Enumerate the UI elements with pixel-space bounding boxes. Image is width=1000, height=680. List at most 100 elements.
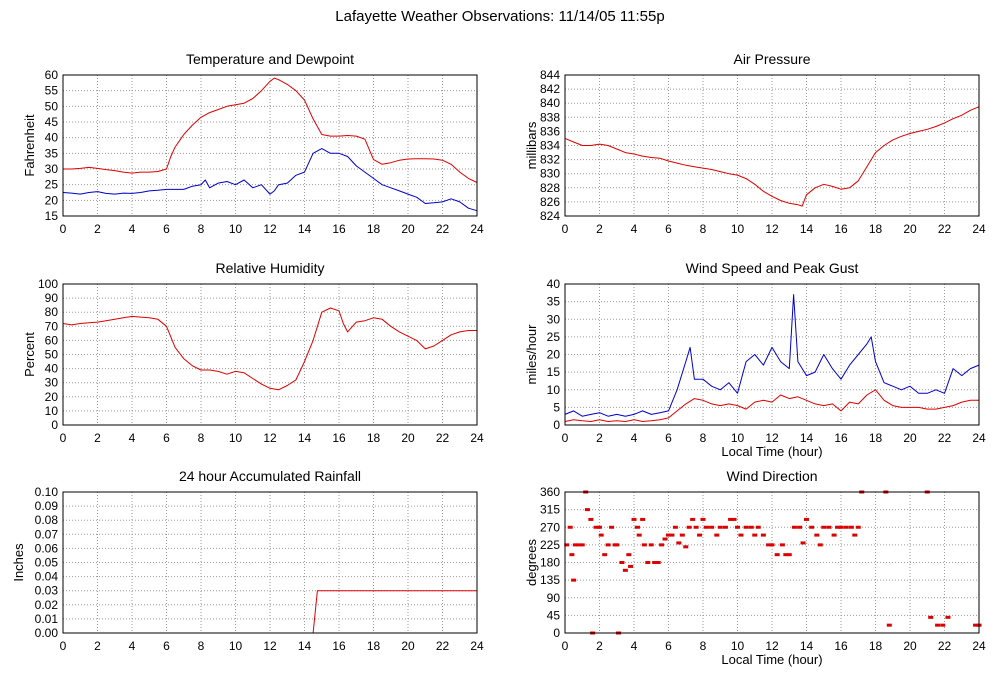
x-tick-label: 6: [665, 431, 672, 445]
x-tick-label: 14: [800, 222, 814, 236]
data-point: [652, 561, 658, 564]
data-point: [826, 525, 832, 529]
y-tick-label: 0: [553, 626, 560, 640]
y-tick-label: 180: [540, 556, 560, 570]
x-tick-label: 14: [298, 639, 312, 653]
data-point: [609, 525, 615, 529]
x-tick-label: 4: [129, 431, 136, 445]
x-tick-label: 4: [631, 639, 638, 653]
x-tick-label: 10: [731, 639, 745, 653]
data-point: [584, 508, 590, 512]
y-axis-label: Percent: [22, 332, 37, 377]
series-line-1: [62, 307, 477, 391]
x-tick-label: 0: [562, 222, 569, 236]
x-tick-label: 0: [562, 431, 569, 445]
y-tick-label: 824: [540, 209, 560, 223]
data-point: [769, 543, 775, 547]
y-tick-label: 0: [553, 418, 560, 432]
plot-frame: [564, 491, 980, 634]
data-point: [614, 543, 620, 547]
data-point: [814, 533, 820, 537]
temperature-dewpoint-chart: 0 2 4 6 8 10 12 14 16 18 20 22 241520253035404550556…: [22, 51, 484, 236]
data-point: [605, 543, 611, 547]
x-tick-label: 0: [60, 222, 67, 236]
y-tick-label: 225: [540, 538, 560, 552]
data-point: [731, 517, 737, 521]
data-point: [809, 525, 815, 529]
data-point: [817, 543, 823, 547]
x-axis-label: Local Time (hour): [721, 652, 822, 667]
data-point: [848, 525, 854, 529]
data-point: [593, 525, 599, 529]
data-point: [852, 533, 858, 537]
x-tick-label: 2: [94, 431, 101, 445]
data-point: [928, 615, 934, 619]
x-tick-label: 20: [903, 431, 917, 445]
data-point: [748, 525, 754, 529]
x-tick-label: 6: [665, 222, 672, 236]
y-tick-label: 0: [51, 418, 58, 432]
y-tick-label: 0.09: [35, 499, 59, 513]
x-tick-label: 12: [263, 639, 277, 653]
y-tick-label: 20: [547, 348, 561, 362]
data-point: [752, 533, 758, 537]
y-tick-label: 15: [45, 209, 59, 223]
x-tick-label: 24: [972, 639, 986, 653]
x-tick-label: 0: [60, 431, 67, 445]
chart-title: Temperature and Dewpoint: [186, 51, 354, 67]
data-point: [641, 543, 647, 547]
plot-frame: [564, 283, 980, 426]
x-tick-label: 10: [731, 222, 745, 236]
x-tick-label: 12: [263, 222, 277, 236]
x-tick-label: 16: [332, 639, 346, 653]
x-tick-label: 16: [332, 431, 346, 445]
chart-title: 24 hour Accumulated Rainfall: [179, 468, 361, 484]
x-tick-label: 14: [298, 222, 312, 236]
data-point: [945, 615, 951, 619]
plot-frame: [564, 74, 980, 217]
data-point: [567, 525, 573, 529]
gridlines: [63, 75, 477, 216]
x-tick-label: 12: [765, 431, 779, 445]
data-point: [838, 525, 844, 529]
y-tick-label: 360: [540, 485, 560, 499]
data-point: [717, 525, 723, 529]
x-tick-label: 10: [229, 639, 243, 653]
x-tick-label: 20: [401, 639, 415, 653]
data-point: [659, 543, 665, 547]
data-point: [843, 525, 849, 529]
data-point: [626, 553, 632, 557]
rainfall-chart: 0 2 4 6 8 10 12 14 16 18 20 22 240.000.010.020.030.0…: [11, 468, 484, 653]
y-tick-label: 80: [45, 305, 59, 319]
series-line-2: [564, 389, 979, 422]
x-tick-label: 14: [800, 639, 814, 653]
x-tick-label: 12: [263, 431, 277, 445]
x-tick-label: 24: [972, 222, 986, 236]
y-axis-label: Fahrenheit: [22, 114, 37, 177]
y-tick-label: 842: [540, 82, 560, 96]
x-tick-label: 8: [700, 431, 707, 445]
x-tick-label: 10: [229, 222, 243, 236]
page-title: Lafayette Weather Observations: 11/14/05…: [335, 8, 665, 25]
plot-frame: [62, 491, 478, 634]
y-tick-label: 40: [547, 277, 561, 291]
y-tick-label: 828: [540, 181, 560, 195]
y-tick-label: 10: [45, 404, 59, 418]
x-tick-label: 24: [470, 639, 484, 653]
wind-direction-chart: 0 2 4 6 8 10 12 14 16 18 20 22 240459013518022527031…: [524, 468, 986, 667]
y-tick-label: 270: [540, 520, 560, 534]
y-axis-label: degrees: [524, 539, 539, 586]
x-tick-label: 8: [198, 431, 205, 445]
data-point: [686, 525, 692, 529]
x-tick-label: 20: [903, 222, 917, 236]
data-point: [774, 553, 780, 557]
y-tick-label: 0.03: [35, 584, 59, 598]
data-point: [755, 525, 761, 529]
x-tick-label: 18: [367, 431, 381, 445]
data-point: [640, 517, 646, 521]
data-point: [728, 517, 734, 521]
gridlines: [63, 284, 477, 425]
data-point: [831, 533, 837, 537]
x-tick-label: 18: [869, 431, 883, 445]
